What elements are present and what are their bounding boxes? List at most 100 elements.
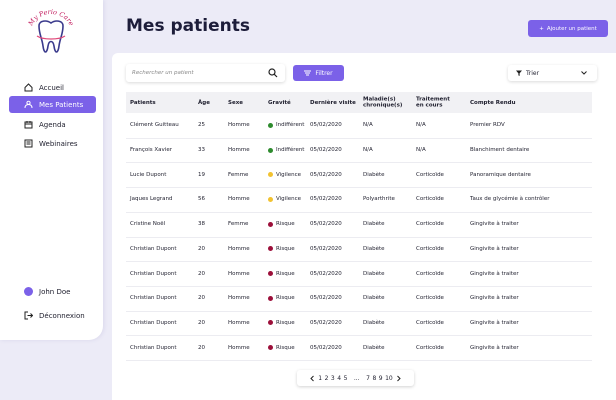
sidebar: My Perio Care: [0, 0, 103, 340]
cell-text: Corticoïde: [416, 196, 444, 203]
table-cell: Premier RDV: [470, 113, 505, 138]
cell-text: Homme: [228, 319, 250, 326]
page-number[interactable]: 7: [366, 374, 370, 382]
table-cell: Homme: [228, 311, 250, 336]
table-cell: 05/02/2020: [310, 138, 342, 163]
table-cell: Corticoïde: [416, 187, 444, 212]
cell-text: Indifférent: [276, 147, 305, 154]
severity-dot: [268, 147, 273, 153]
logout-icon: [24, 311, 33, 320]
cell-text: Corticoïde: [416, 319, 444, 326]
logo: My Perio Care: [26, 8, 75, 53]
table-cell: 05/02/2020: [310, 187, 342, 212]
table-cell: Homme: [228, 261, 250, 286]
page-number[interactable]: 8: [372, 374, 377, 382]
add-patient-button[interactable]: + Ajouter un patient: [528, 20, 608, 37]
table-cell: Christian Dupont: [130, 335, 177, 360]
cell-text: Homme: [228, 270, 250, 277]
nav-item-agenda[interactable]: Agenda: [9, 116, 96, 133]
cell-text: Blanchiment dentaire: [470, 147, 530, 154]
user-name: John Doe: [39, 287, 71, 296]
cell-text: Corticoïde: [416, 171, 444, 178]
page-number[interactable]: 1: [318, 374, 323, 382]
cell-text: 25: [198, 122, 205, 129]
filter-icon: [304, 70, 312, 76]
severity-dot: [268, 295, 273, 301]
table-cell: Corticoïde: [416, 162, 444, 187]
table-cell: 05/02/2020: [310, 261, 342, 286]
cell-text: Diabète: [363, 295, 385, 302]
cell-text: N/A: [363, 122, 373, 129]
cell-text: Clément Guitteau: [130, 122, 179, 129]
cell-text: Diabète: [363, 344, 385, 351]
pager-arrow[interactable]: [395, 374, 402, 383]
row-separator: [126, 162, 592, 164]
cell-text: Diabète: [363, 270, 385, 277]
table-cell: Diabète: [363, 261, 385, 286]
page-number[interactable]: ...: [353, 374, 360, 382]
table-cell: Gingivite à traiter: [470, 261, 519, 286]
table-cell: 20: [198, 237, 205, 262]
cell-text: Homme: [228, 122, 250, 129]
cell-text: Gingivite à traiter: [470, 319, 519, 326]
table-cell: Homme: [228, 113, 250, 138]
page-number[interactable]: 5: [343, 374, 348, 382]
cell-text: Corticoïde: [416, 245, 444, 252]
table-cell: Gingivite à traiter: [470, 286, 519, 311]
table-cell: Clément Guitteau: [130, 113, 179, 138]
table-cell: Homme: [228, 187, 250, 212]
cell-text: 20: [198, 295, 205, 302]
search-placeholder: Rechercher un patient: [132, 70, 194, 76]
cell-text: Risque: [276, 344, 295, 351]
table-cell: Femme: [228, 162, 248, 187]
nav-item-patients[interactable]: Mes Patients: [9, 96, 96, 113]
cell-text: 05/02/2020: [310, 270, 342, 277]
cell-text: 33: [198, 147, 205, 154]
logout-label: Déconnexion: [39, 311, 85, 320]
table-cell: 20: [198, 335, 205, 360]
cell-text: Risque: [276, 221, 295, 228]
tooth-icon: [38, 20, 64, 53]
pager-arrow[interactable]: [309, 374, 316, 383]
table-cell: Diabète: [363, 335, 385, 360]
search-input[interactable]: Rechercher un patient: [126, 64, 285, 82]
filter-button[interactable]: Filtrer: [293, 65, 344, 81]
nav-icon: [24, 139, 33, 148]
table-cell: François Xavier: [130, 138, 172, 163]
nav-label: Agenda: [39, 120, 66, 129]
page-number[interactable]: 4: [337, 374, 342, 382]
cell-text: N/A: [416, 147, 426, 154]
cell-text: Risque: [276, 295, 295, 302]
logout[interactable]: Déconnexion: [9, 307, 96, 324]
table-cell: Indifférent: [268, 138, 304, 163]
cell-text: 05/02/2020: [310, 295, 342, 302]
page-number[interactable]: 9: [378, 374, 383, 382]
sort-dropdown[interactable]: Trier: [508, 65, 597, 81]
cell-text: N/A: [416, 122, 426, 129]
cell-text: Gingivite à traiter: [470, 344, 519, 351]
user-profile[interactable]: John Doe: [9, 283, 96, 300]
cell-text: Christian Dupont: [130, 344, 177, 351]
nav-icon: [24, 83, 33, 92]
page-number[interactable]: 2: [324, 374, 329, 382]
cell-text: 05/02/2020: [310, 221, 342, 228]
cell-text: Risque: [276, 319, 295, 326]
sort-icon: [516, 70, 522, 76]
cell-text: Vigilence: [276, 196, 301, 203]
gum-line: [36, 35, 66, 40]
nav-item-webinars[interactable]: Webinaires: [9, 135, 96, 152]
table-cell: 25: [198, 113, 205, 138]
column-header: Compte Rendu: [470, 99, 516, 106]
plus-icon: +: [539, 25, 544, 32]
nav-item-home[interactable]: Accueil: [9, 79, 96, 96]
nav-icon: [24, 121, 33, 129]
table-cell: 05/02/2020: [310, 212, 342, 237]
page-number[interactable]: 10: [385, 374, 393, 382]
logo-text: My Perio Care: [26, 8, 75, 28]
table-cell: 33: [198, 138, 205, 163]
page-number[interactable]: 3: [330, 374, 335, 382]
cell-text: Premier RDV: [470, 122, 505, 129]
table-cell: Corticoïde: [416, 261, 444, 286]
